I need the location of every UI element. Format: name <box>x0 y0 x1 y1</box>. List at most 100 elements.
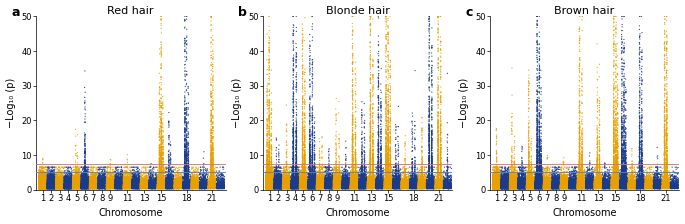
Point <box>40 185 51 189</box>
Point <box>84 185 95 189</box>
Point <box>112 183 123 186</box>
Point <box>406 182 416 186</box>
Point <box>400 182 411 185</box>
Point <box>163 181 174 184</box>
Point <box>290 186 301 189</box>
Point <box>383 138 394 141</box>
Point <box>119 182 130 186</box>
Point <box>34 185 45 189</box>
Point <box>130 185 141 189</box>
Point <box>590 176 601 180</box>
Point <box>264 184 275 187</box>
Point <box>171 183 182 186</box>
Point <box>520 187 531 190</box>
Point <box>264 183 275 186</box>
Point <box>162 178 173 182</box>
Point <box>154 184 165 187</box>
Point <box>163 153 174 157</box>
Point <box>569 185 580 188</box>
Point <box>269 176 280 180</box>
Point <box>184 182 195 185</box>
Point <box>598 179 609 183</box>
Point <box>388 184 399 187</box>
Point <box>489 165 500 169</box>
Point <box>179 168 190 172</box>
Point <box>498 177 509 180</box>
Point <box>70 186 81 190</box>
Point <box>171 183 182 187</box>
Point <box>286 185 297 189</box>
Point <box>295 173 306 176</box>
Point <box>181 167 192 170</box>
Point <box>367 186 378 190</box>
Point <box>286 183 297 186</box>
Point <box>261 183 272 187</box>
Point <box>407 186 418 190</box>
Point <box>334 181 345 184</box>
Point <box>388 187 399 190</box>
Point <box>412 184 423 187</box>
Point <box>307 186 318 190</box>
Point <box>174 181 185 185</box>
Point <box>51 186 62 189</box>
Point <box>60 186 71 190</box>
Point <box>179 185 190 189</box>
Point <box>373 178 384 181</box>
Point <box>140 185 151 188</box>
Point <box>608 184 619 187</box>
Point <box>612 178 623 181</box>
Point <box>68 183 79 187</box>
Point <box>77 187 88 190</box>
Point <box>568 184 579 188</box>
Point <box>139 184 150 188</box>
Point <box>534 161 545 164</box>
Point <box>553 186 564 190</box>
Point <box>562 186 573 189</box>
Point <box>279 185 290 189</box>
Point <box>134 184 145 187</box>
Point <box>361 186 372 190</box>
Point <box>151 185 162 189</box>
Point <box>142 182 153 186</box>
Point <box>139 180 150 183</box>
Point <box>75 187 86 190</box>
Point <box>280 187 291 190</box>
Point <box>375 171 386 175</box>
Point <box>266 183 277 186</box>
Point <box>503 185 514 188</box>
Point <box>596 186 607 190</box>
Point <box>98 186 109 190</box>
Point <box>351 182 362 185</box>
Point <box>266 177 277 180</box>
Point <box>389 186 400 190</box>
Point <box>434 187 445 190</box>
Point <box>295 182 306 186</box>
Point <box>197 185 208 188</box>
Point <box>306 186 316 190</box>
Point <box>318 184 329 188</box>
Point <box>634 169 645 173</box>
Point <box>345 182 356 185</box>
Point <box>487 187 498 190</box>
Point <box>330 186 341 190</box>
Point <box>498 184 509 187</box>
Point <box>655 179 666 182</box>
Point <box>51 186 62 190</box>
Point <box>636 161 647 165</box>
Point <box>184 185 195 188</box>
Point <box>99 181 110 184</box>
Point <box>71 186 82 190</box>
Point <box>306 186 316 189</box>
Point <box>136 186 147 190</box>
Point <box>116 186 127 190</box>
Point <box>436 175 447 179</box>
Point <box>182 178 192 181</box>
Point <box>387 186 398 189</box>
Point <box>424 164 435 167</box>
Point <box>329 183 340 187</box>
Point <box>564 184 575 188</box>
Point <box>623 186 634 190</box>
Point <box>42 183 53 186</box>
Point <box>128 184 139 187</box>
Point <box>45 185 56 188</box>
